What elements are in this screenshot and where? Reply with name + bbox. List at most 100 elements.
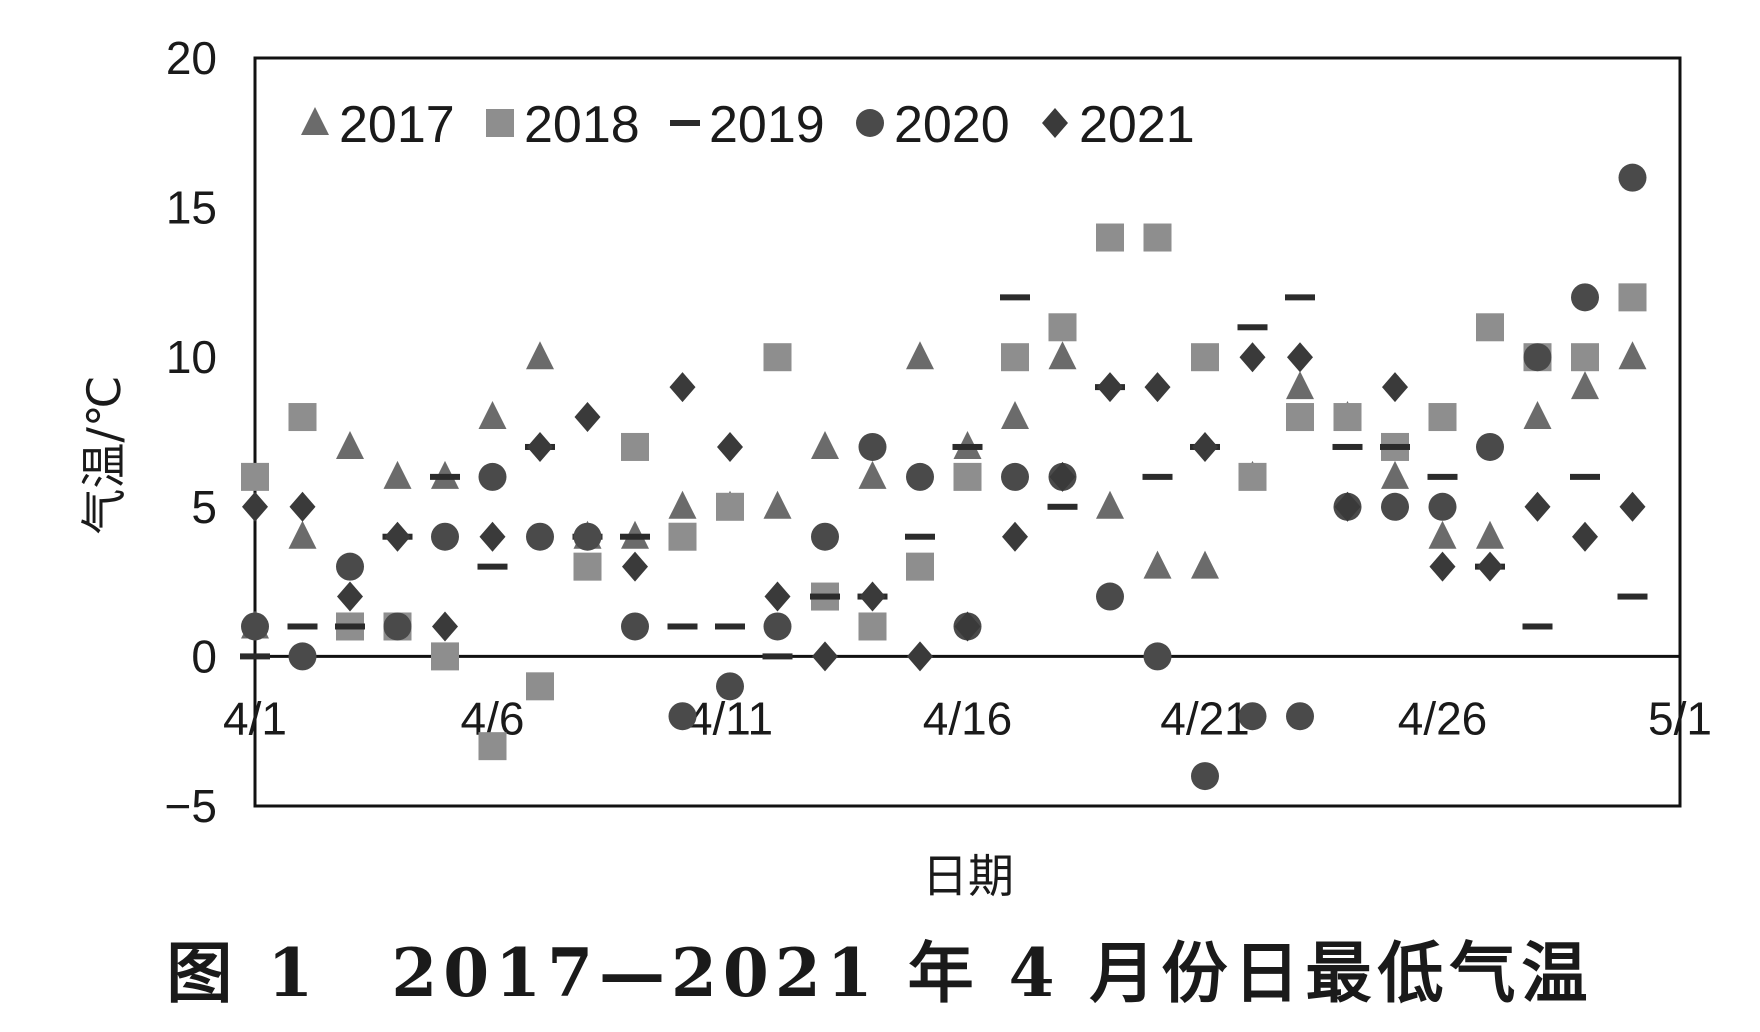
x-tick-label: 4/16 <box>923 692 1013 744</box>
point-2021-4/7 <box>527 431 553 462</box>
point-2018-4/27 <box>1476 313 1504 342</box>
point-2021-4/6 <box>479 521 506 552</box>
point-2017-4/15 <box>906 341 934 370</box>
point-2017-4/20 <box>1143 550 1172 579</box>
point-2019-4/17 <box>1000 294 1030 301</box>
point-2019-4/20 <box>1142 473 1173 480</box>
point-2020-4/2 <box>288 642 317 671</box>
legend-marker-2018 <box>486 109 514 137</box>
point-2019-4/18 <box>1047 503 1078 510</box>
point-2019-4/26 <box>1427 473 1458 480</box>
point-2020-4/13 <box>811 522 839 551</box>
y-tick-label: 15 <box>166 182 217 234</box>
point-2018-4/5 <box>431 642 459 671</box>
point-2017-4/4 <box>383 460 412 489</box>
point-2020-4/28 <box>1523 343 1552 372</box>
point-2021-4/22 <box>1239 342 1266 373</box>
point-2018-4/6 <box>478 732 507 761</box>
point-2019-4/13 <box>810 593 840 600</box>
point-2020-4/14 <box>858 432 887 461</box>
data-points <box>240 163 1648 791</box>
legend-marker-2020 <box>856 109 884 137</box>
point-2020-4/7 <box>526 522 554 551</box>
series-2017 <box>241 341 1647 639</box>
point-2018-4/20 <box>1143 223 1172 252</box>
y-axis-ticks: −5 0 5 10 15 20 <box>165 32 217 832</box>
point-2018-4/12 <box>763 343 792 372</box>
point-2020-4/11 <box>716 672 744 701</box>
point-2018-4/14 <box>858 612 887 641</box>
point-2020-4/22 <box>1238 702 1267 731</box>
point-2017-4/28 <box>1523 401 1552 430</box>
point-2017-4/12 <box>763 490 792 519</box>
point-2017-4/27 <box>1476 520 1504 549</box>
point-2018-4/23 <box>1286 403 1314 432</box>
point-2021-4/4 <box>384 521 411 552</box>
point-2020-4/6 <box>478 462 507 491</box>
point-2020-4/5 <box>431 522 459 551</box>
point-2017-4/17 <box>1001 401 1029 430</box>
series-2019 <box>240 294 1648 660</box>
x-tick-label: 4/21 <box>1160 692 1250 744</box>
legend-marker-2017 <box>301 107 329 135</box>
point-2017-4/19 <box>1096 490 1124 519</box>
point-2019-4/2 <box>287 623 318 630</box>
point-2019-4/1 <box>240 653 270 660</box>
series-2018 <box>241 223 1647 761</box>
point-2020-4/8 <box>573 522 602 551</box>
point-2021-4/13 <box>812 641 838 672</box>
series-2020 <box>241 163 1647 791</box>
point-2020-4/17 <box>1001 462 1029 491</box>
legend-marker-2021 <box>1042 108 1068 138</box>
point-2019-4/3 <box>335 623 365 630</box>
x-tick-label: 5/1 <box>1648 692 1712 744</box>
point-2018-4/30 <box>1618 283 1647 312</box>
point-2020-4/21 <box>1191 762 1219 791</box>
x-axis-label: 日期 <box>922 849 1014 903</box>
point-2020-4/19 <box>1096 582 1124 611</box>
x-axis-ticks: 4/1 4/6 4/11 4/16 4/21 4/26 5/1 <box>223 692 1712 744</box>
point-2019-4/23 <box>1285 294 1315 301</box>
point-2020-4/4 <box>383 612 412 641</box>
point-2018-4/10 <box>668 522 697 551</box>
point-2019-4/28 <box>1522 623 1553 630</box>
point-2017-4/14 <box>858 460 887 489</box>
point-2021-4/25 <box>1382 372 1408 403</box>
point-2017-4/7 <box>526 341 554 370</box>
x-tick-label: 4/26 <box>1398 692 1488 744</box>
point-2017-4/2 <box>288 520 317 549</box>
point-2021-4/16 <box>954 611 981 642</box>
x-tick-label: 4/1 <box>223 692 287 744</box>
point-2020-4/30 <box>1618 163 1647 192</box>
point-2018-4/8 <box>573 552 602 581</box>
point-2018-4/11 <box>716 492 744 521</box>
point-2017-4/21 <box>1191 550 1219 579</box>
point-2018-4/17 <box>1001 343 1029 372</box>
x-tick-label: 4/11 <box>687 692 773 744</box>
point-2019-4/16 <box>952 443 983 450</box>
point-2021-4/21 <box>1192 431 1218 462</box>
point-2021-4/11 <box>717 431 743 462</box>
point-2019-4/24 <box>1332 443 1363 450</box>
point-2019-4/9 <box>620 533 650 540</box>
point-2021-4/26 <box>1429 551 1456 582</box>
point-2018-4/29 <box>1571 343 1599 372</box>
point-2020-4/15 <box>906 462 934 491</box>
point-2021-4/1 <box>242 491 268 522</box>
legend: 2017 2018 2019 2020 2021 <box>301 96 1195 154</box>
point-2018-4/9 <box>621 432 649 461</box>
point-2021-4/12 <box>764 581 791 612</box>
point-2018-4/24 <box>1333 403 1362 432</box>
y-tick-label: 10 <box>166 331 217 383</box>
point-2021-4/29 <box>1572 521 1598 552</box>
legend-label-2018: 2018 <box>524 96 640 154</box>
point-2018-4/15 <box>906 552 934 581</box>
point-2018-4/7 <box>526 672 554 701</box>
point-2017-4/6 <box>478 401 507 430</box>
point-2020-4/10 <box>668 702 697 731</box>
point-2019-4/11 <box>715 623 745 630</box>
legend-label-2020: 2020 <box>894 96 1010 154</box>
point-2018-4/19 <box>1096 223 1124 252</box>
point-2018-4/22 <box>1238 462 1267 491</box>
